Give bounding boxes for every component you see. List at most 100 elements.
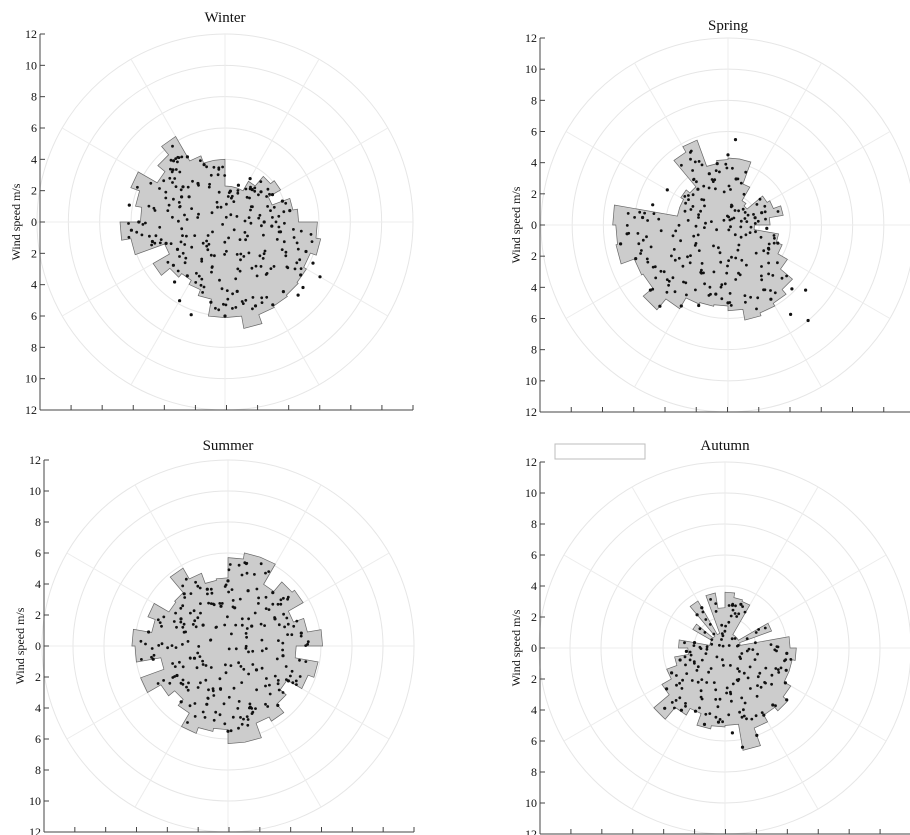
wind-point	[253, 186, 257, 190]
wind-point	[769, 643, 773, 646]
wind-point	[156, 682, 160, 685]
wind-point	[691, 193, 695, 197]
wind-point	[171, 662, 175, 665]
wind-point	[284, 201, 288, 205]
wind-point	[716, 705, 720, 709]
wind-point	[239, 258, 242, 262]
wind-point	[178, 660, 181, 664]
wind-point	[197, 212, 200, 216]
wind-point	[164, 241, 168, 245]
wind-point	[259, 180, 263, 184]
wind-point	[727, 184, 731, 188]
wind-point	[745, 637, 749, 641]
wind-point	[723, 282, 727, 286]
wind-point	[282, 596, 285, 600]
wind-point	[208, 182, 212, 186]
wind-point	[183, 261, 187, 265]
panel-title: Summer	[203, 438, 254, 454]
wind-point	[153, 241, 157, 245]
wind-point	[742, 192, 746, 196]
wind-point	[740, 652, 744, 655]
wind-point	[745, 717, 748, 721]
wind-point	[743, 610, 747, 614]
wind-point	[729, 188, 732, 191]
wind-point	[182, 592, 186, 596]
wind-point	[764, 217, 767, 221]
y-tick-label: 2	[531, 249, 537, 263]
wind-point	[186, 688, 190, 692]
wind-point	[714, 169, 718, 173]
wind-point	[227, 590, 231, 594]
wind-point	[288, 209, 292, 213]
wind-point	[194, 580, 198, 584]
wind-point	[756, 219, 760, 223]
wind-point	[189, 592, 193, 595]
wind-point	[246, 234, 249, 238]
wind-point	[221, 165, 225, 169]
wind-point	[246, 718, 250, 721]
wind-point	[753, 658, 757, 661]
wind-point	[760, 278, 764, 282]
wind-point	[306, 640, 310, 644]
wind-point	[250, 712, 254, 715]
wind-point	[137, 220, 141, 224]
wind-point	[726, 264, 729, 268]
wind-point	[678, 696, 682, 700]
wind-point	[710, 642, 714, 646]
wind-point	[683, 655, 687, 659]
wind-point	[680, 687, 684, 690]
wind-point	[689, 157, 692, 161]
wind-point	[211, 230, 214, 234]
wind-point	[223, 174, 227, 177]
wind-point	[665, 278, 669, 281]
wind-point	[777, 671, 781, 674]
wind-point	[670, 254, 673, 258]
wind-point	[700, 697, 704, 701]
wind-point	[700, 658, 704, 662]
wind-point	[780, 276, 784, 280]
wind-point	[223, 240, 227, 244]
wind-point	[689, 653, 693, 657]
wind-point	[758, 197, 762, 201]
wind-point	[171, 144, 174, 148]
y-tick-label: 2	[35, 608, 41, 622]
wind-point	[206, 592, 209, 596]
wind-point	[283, 625, 286, 629]
wind-point	[248, 196, 251, 200]
wind-point	[736, 644, 739, 648]
y-tick-label: 12	[525, 405, 537, 419]
wind-point	[244, 298, 248, 302]
wind-point	[225, 249, 228, 253]
wind-point	[270, 193, 275, 197]
y-tick-label: 12	[525, 827, 537, 835]
wind-point	[254, 264, 258, 268]
wind-point	[708, 623, 712, 626]
wind-point	[743, 294, 747, 297]
wind-point	[299, 229, 303, 233]
wind-point	[231, 715, 235, 719]
wind-point	[202, 163, 206, 167]
wind-point	[665, 188, 669, 192]
wind-point	[186, 640, 190, 643]
wind-point	[704, 221, 707, 225]
wind-point	[733, 138, 738, 142]
wind-point	[227, 695, 231, 699]
wind-point	[195, 271, 198, 275]
wind-point	[295, 619, 299, 623]
wind-point	[199, 681, 202, 685]
wind-point	[234, 306, 238, 309]
wind-point	[282, 210, 286, 214]
wind-point	[745, 649, 749, 653]
wind-point	[691, 169, 694, 172]
wind-point	[162, 615, 166, 619]
wind-point	[206, 234, 210, 237]
wind-point	[225, 289, 229, 292]
wind-point	[281, 641, 285, 645]
wind-point	[760, 711, 764, 714]
wind-point	[707, 670, 710, 674]
y-tick-label: 4	[35, 577, 41, 591]
wind-point	[709, 667, 713, 670]
wind-point	[695, 613, 699, 617]
wind-point	[196, 216, 200, 219]
wind-point	[697, 249, 701, 253]
